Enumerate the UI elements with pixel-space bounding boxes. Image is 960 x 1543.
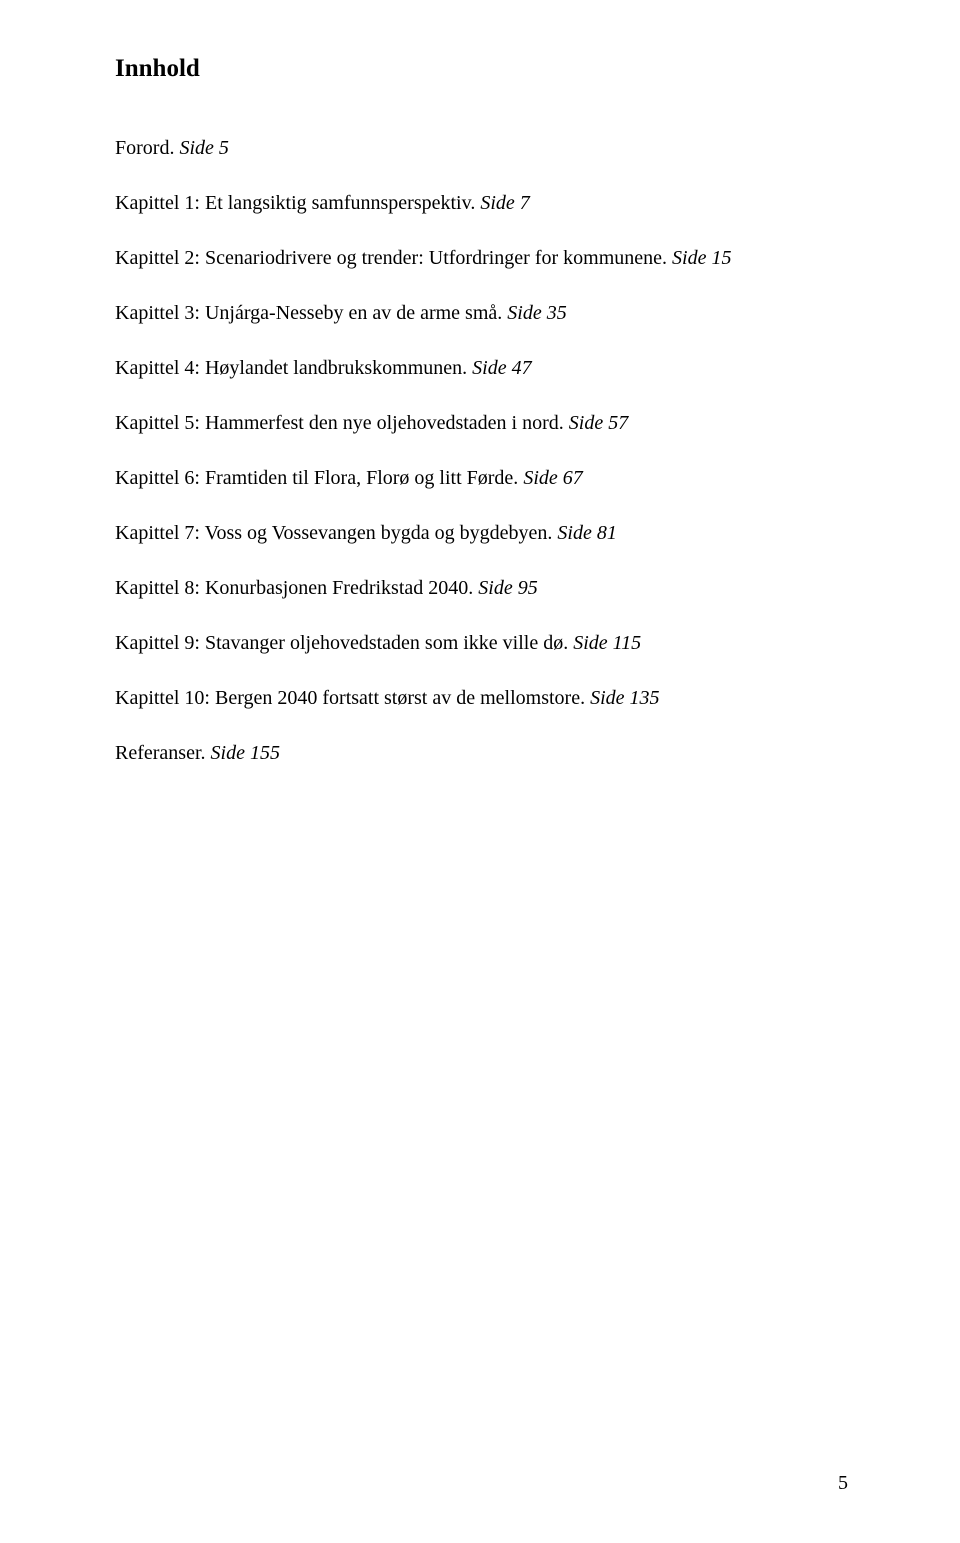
toc-entry-text: Kapittel 4: Høylandet landbrukskommunen. [115,357,472,379]
toc-entry-page: Side 7 [480,192,529,214]
toc-entry: Kapittel 7: Voss og Vossevangen bygda og… [115,520,850,547]
toc-entries: Forord. Side 5 Kapittel 1: Et langsiktig … [115,135,850,767]
toc-entry-text: Referanser. [115,742,211,764]
toc-entry: Forord. Side 5 [115,135,850,162]
toc-entry-page: Side 155 [211,742,280,764]
toc-entry: Kapittel 6: Framtiden til Flora, Florø o… [115,465,850,492]
toc-entry: Referanser. Side 155 [115,740,850,767]
toc-entry-text: Kapittel 8: Konurbasjonen Fredrikstad 20… [115,577,478,599]
toc-heading: Innhold [115,55,850,83]
toc-entry-page: Side 81 [557,522,616,544]
toc-entry-text: Kapittel 1: Et langsiktig samfunnsperspe… [115,192,480,214]
toc-entry-page: Side 115 [573,632,641,654]
page-number: 5 [838,1472,848,1495]
toc-entry: Kapittel 8: Konurbasjonen Fredrikstad 20… [115,575,850,602]
toc-entry: Kapittel 10: Bergen 2040 fortsatt størst… [115,685,850,712]
toc-entry-text: Kapittel 9: Stavanger oljehovedstaden so… [115,632,573,654]
toc-entry-page: Side 135 [590,687,659,709]
toc-entry-page: Side 57 [569,412,628,434]
toc-entry: Kapittel 1: Et langsiktig samfunnsperspe… [115,190,850,217]
toc-entry: Kapittel 4: Høylandet landbrukskommunen.… [115,355,850,382]
toc-entry-text: Forord. [115,137,179,159]
toc-entry-page: Side 35 [507,302,566,324]
toc-entry-page: Side 47 [472,357,531,379]
toc-entry-text: Kapittel 7: Voss og Vossevangen bygda og… [115,522,557,544]
toc-entry-text: Kapittel 10: Bergen 2040 fortsatt størst… [115,687,590,709]
toc-entry-page: Side 95 [478,577,537,599]
toc-entry: Kapittel 3: Unjárga-Nesseby en av de arm… [115,300,850,327]
toc-entry-text: Kapittel 6: Framtiden til Flora, Florø o… [115,467,523,489]
toc-entry: Kapittel 9: Stavanger oljehovedstaden so… [115,630,850,657]
toc-entry-text: Kapittel 2: Scenariodrivere og trender: … [115,247,672,269]
toc-entry-text: Kapittel 3: Unjárga-Nesseby en av de arm… [115,302,507,324]
toc-entry: Kapittel 2: Scenariodrivere og trender: … [115,245,850,272]
toc-entry-page: Side 67 [523,467,582,489]
toc-entry-page: Side 15 [672,247,731,269]
toc-entry-page: Side 5 [179,137,228,159]
toc-entry-text: Kapittel 5: Hammerfest den nye oljehoved… [115,412,569,434]
toc-entry: Kapittel 5: Hammerfest den nye oljehoved… [115,410,850,437]
